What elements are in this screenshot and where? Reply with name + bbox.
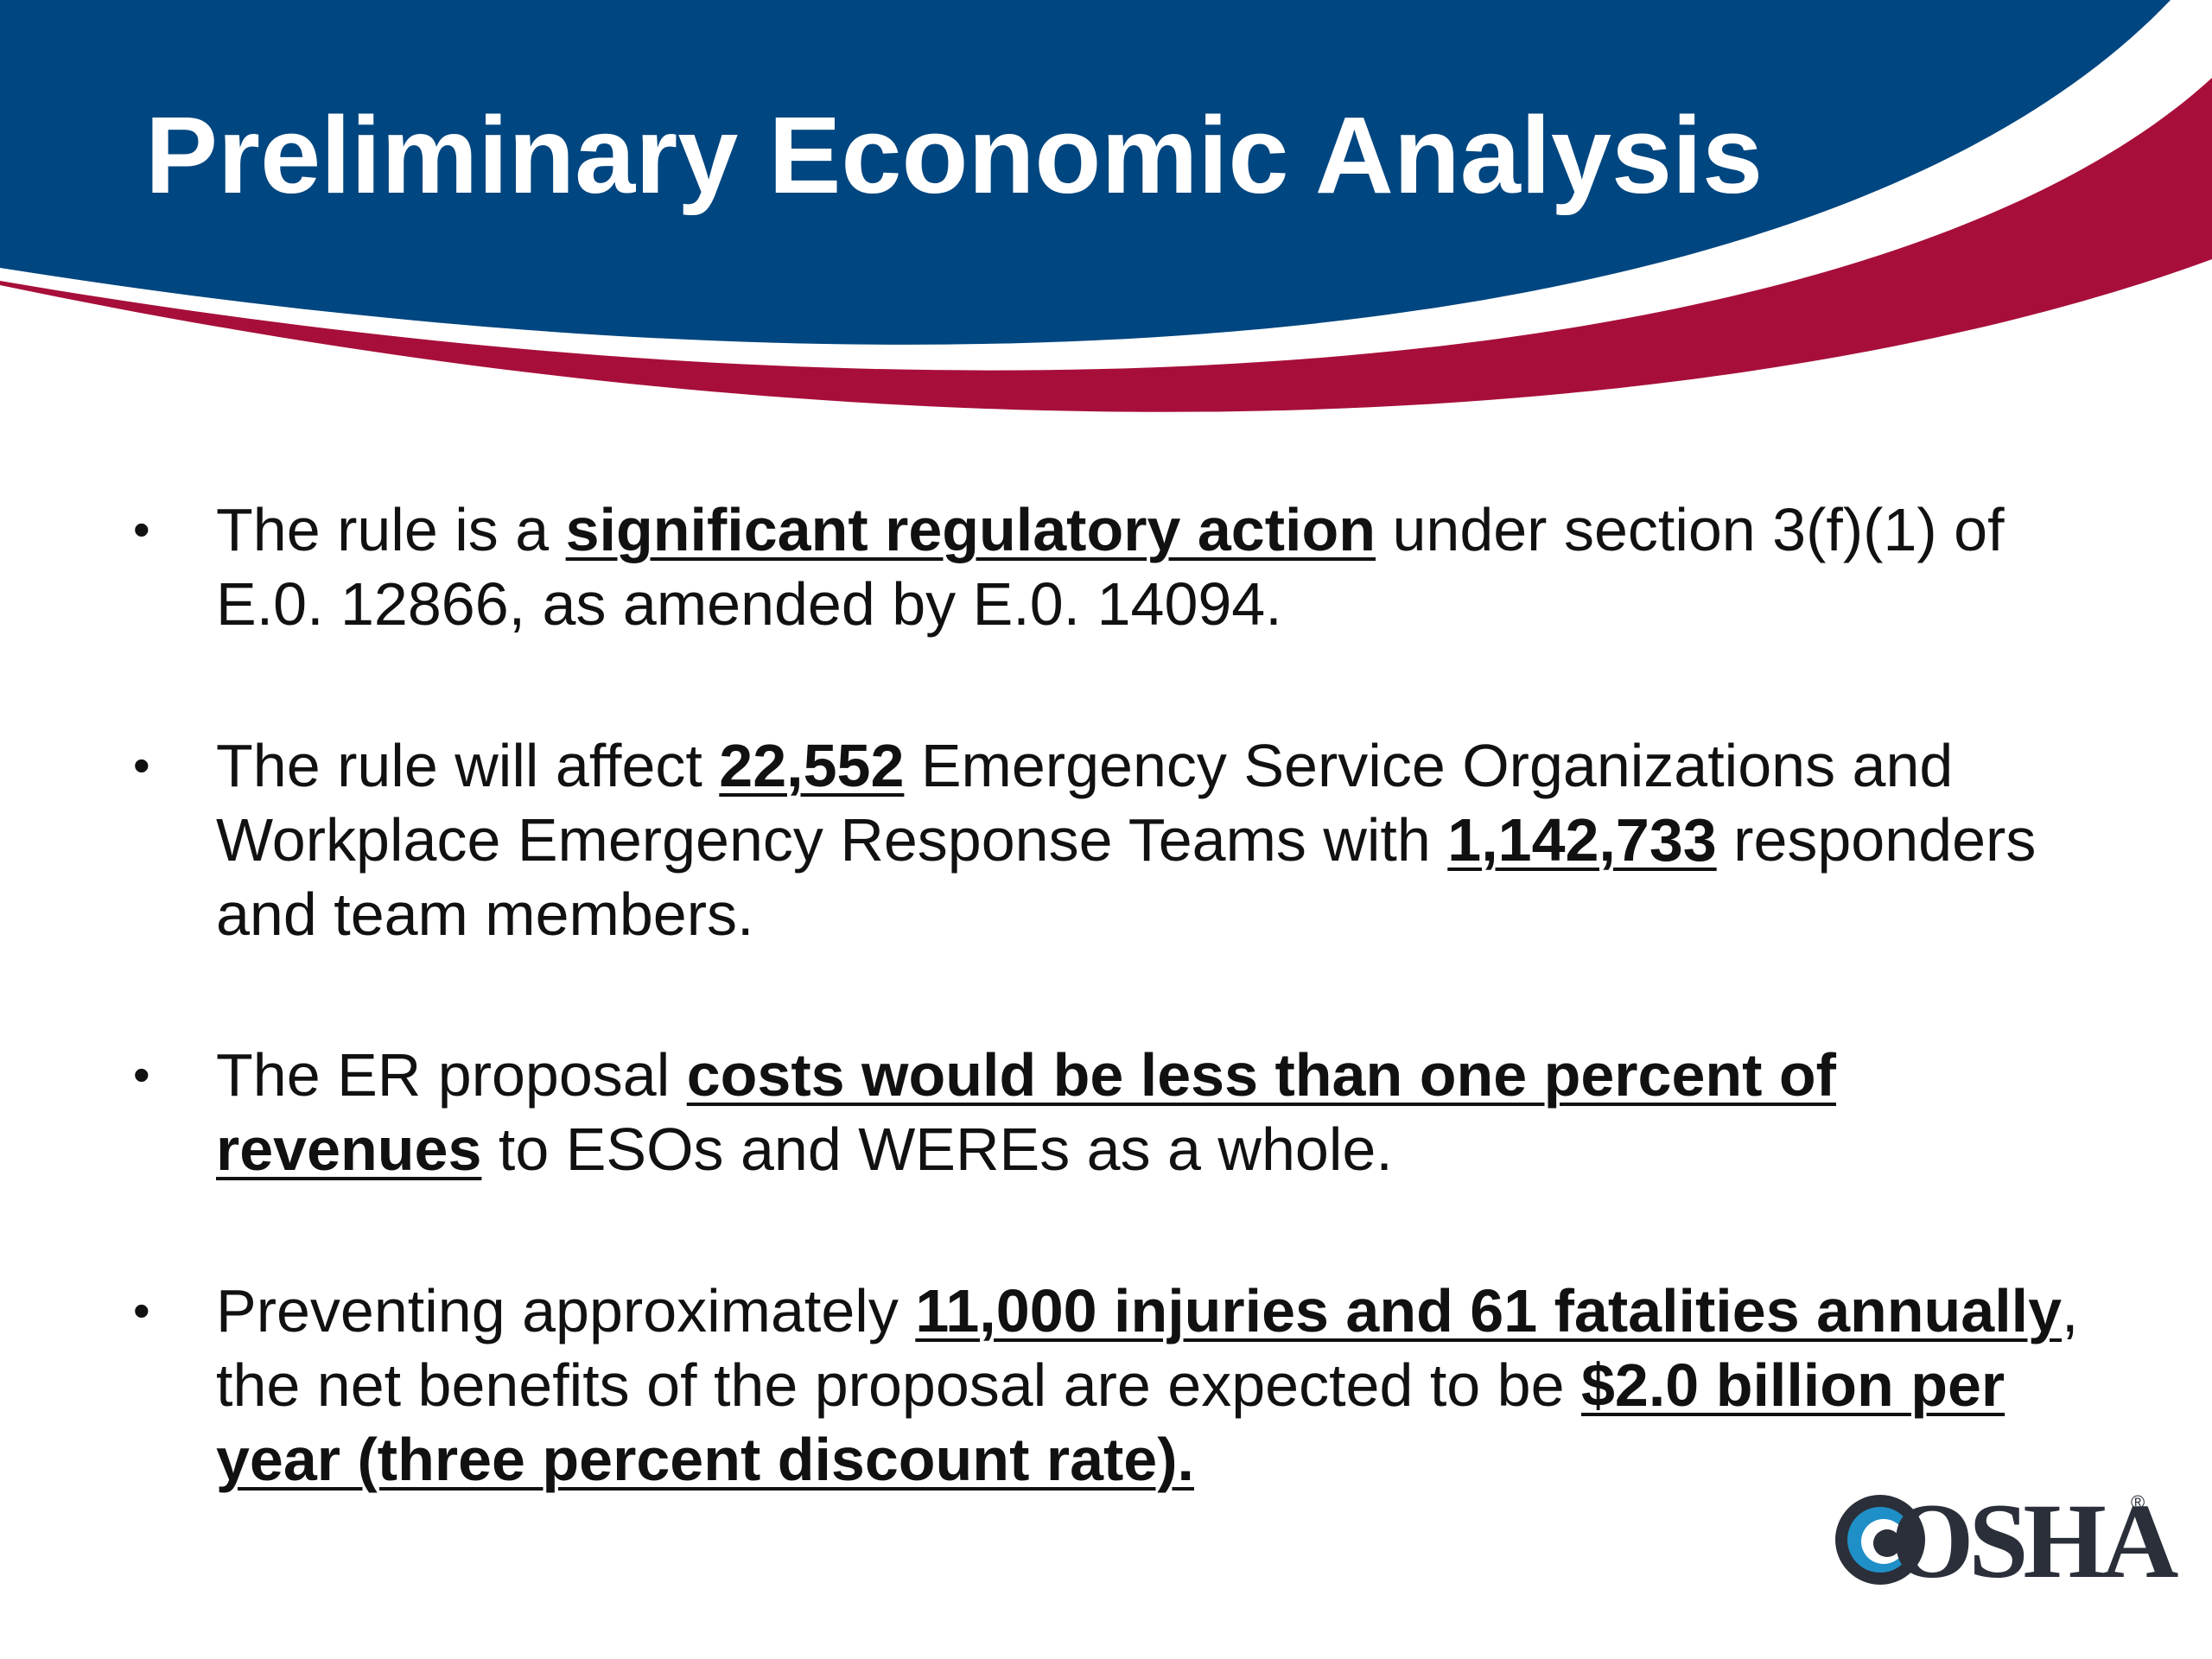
bullet-text: to ESOs and WEREs as a whole. (481, 1116, 1393, 1183)
osha-logo-text: OSHA (1891, 1482, 2178, 1600)
bullet-highlight: costs would be less than one percent of … (216, 1041, 1836, 1183)
bullet-regulatory-action: The rule is a significant regulatory act… (133, 493, 2100, 641)
osha-logo: OSHA ® (1830, 1488, 2178, 1595)
bullet-highlight: $2.0 billion per year (three percent dis… (216, 1351, 2005, 1493)
banner-blue-field (0, 0, 2171, 345)
bullet-affected-organizations: The rule will affect 22,552 Emergency Se… (133, 728, 2100, 951)
bullet-net-benefits: Preventing approximately 11,000 injuries… (133, 1274, 2100, 1497)
header-banner (0, 0, 2212, 412)
bullet-text: Emergency Service Organizations and Work… (216, 732, 1954, 874)
bullet-text: under section 3(f)(1) of E.0. 12866, as … (216, 496, 2005, 638)
bullet-highlight: 22,552 (719, 732, 905, 799)
bullet-text: Preventing approximately (216, 1277, 916, 1344)
bullet-highlight: 11,000 injuries and 61 fatalities annual… (915, 1277, 2063, 1344)
bullet-highlight: 1,142,733 (1447, 806, 1717, 874)
bullet-highlight: significant regulatory action (565, 496, 1376, 563)
slide-title: Preliminary Economic Analysis (145, 94, 1764, 216)
osha-logo-mark (1835, 1495, 1925, 1585)
bullet-text: The rule will affect (216, 732, 720, 799)
bullet-text: The rule is a (216, 496, 566, 563)
registered-mark: ® (2131, 1491, 2145, 1513)
bullet-costs: The ER proposal costs would be less than… (133, 1038, 2100, 1186)
bullet-text: The ER proposal (216, 1041, 687, 1109)
bullet-text: , the net benefits of the proposal are e… (216, 1277, 2079, 1419)
bullet-text: responders and team members. (216, 806, 2037, 948)
